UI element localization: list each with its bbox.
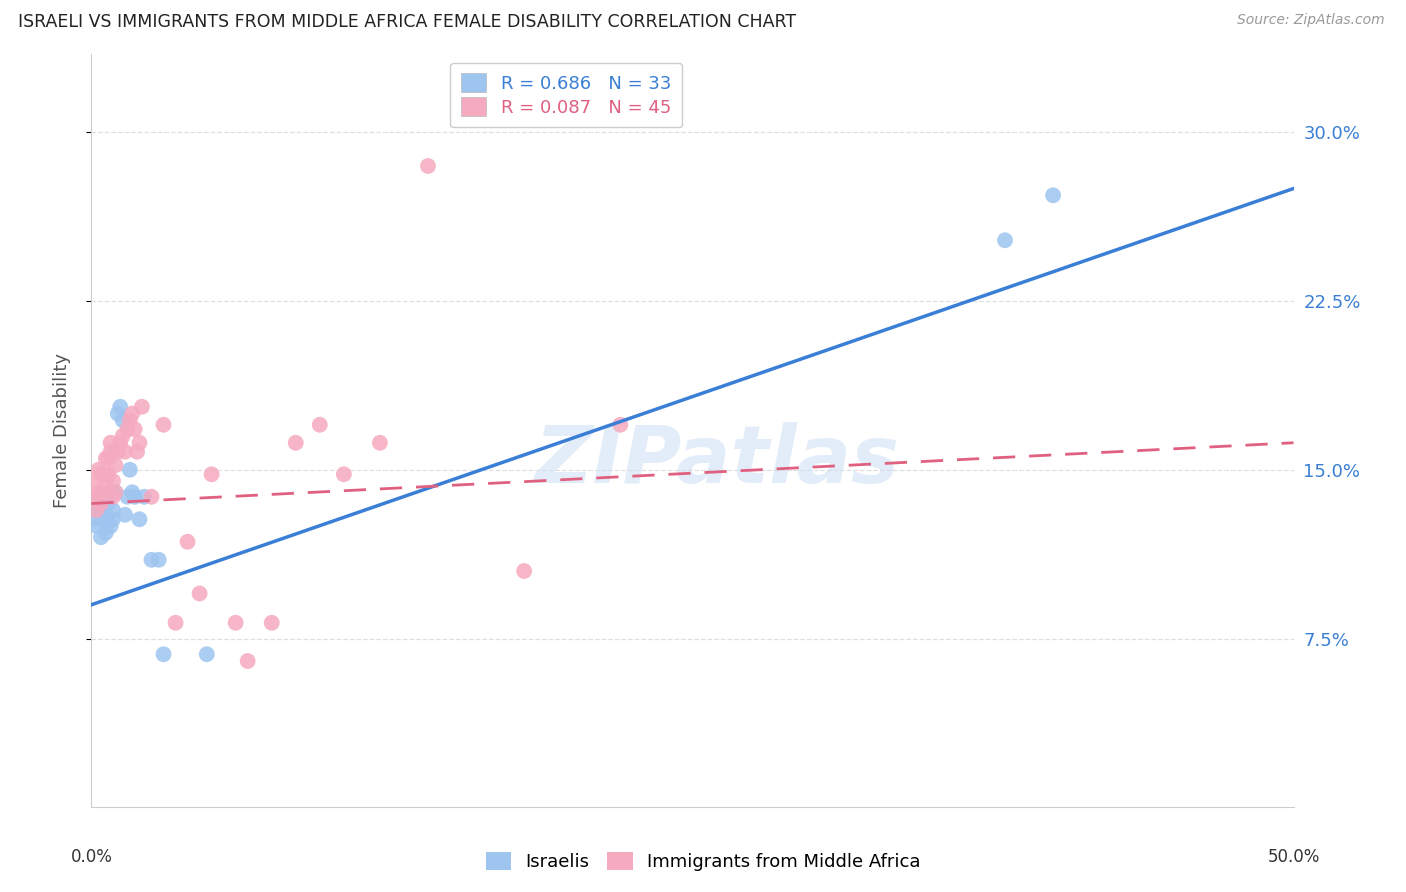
Text: Source: ZipAtlas.com: Source: ZipAtlas.com (1237, 13, 1385, 28)
Point (87, 463, 110, 477)
Point (101, 474, 124, 488)
Point (128, 435, 150, 450)
Point (513, 564, 536, 578)
Point (87, 490, 110, 504)
Point (94, 525, 117, 540)
Point (104, 485, 127, 500)
Point (176, 534, 198, 549)
Point (114, 444, 136, 458)
Point (93, 512, 115, 526)
Point (104, 485, 127, 500)
Point (121, 485, 143, 500)
Point (118, 463, 141, 477)
Point (141, 553, 163, 567)
Point (333, 467, 356, 482)
Text: ZIPatlas: ZIPatlas (534, 422, 898, 500)
Point (94, 508, 117, 522)
Point (87, 503, 110, 517)
Point (100, 519, 122, 533)
Point (117, 422, 139, 436)
Point (83, 512, 105, 526)
Point (104, 458, 127, 473)
Point (90, 467, 112, 482)
Point (87, 485, 110, 500)
Point (124, 422, 146, 436)
Text: ISRAELI VS IMMIGRANTS FROM MIDDLE AFRICA FEMALE DISABILITY CORRELATION CHART: ISRAELI VS IMMIGRANTS FROM MIDDLE AFRICA… (18, 13, 796, 31)
Point (90, 496, 112, 510)
Point (94, 451, 117, 466)
Point (368, 435, 391, 450)
Point (994, 233, 1017, 247)
Point (97, 515, 120, 529)
Point (101, 490, 124, 504)
Point (93, 467, 115, 482)
Point (117, 490, 139, 504)
Point (121, 407, 143, 421)
Point (188, 586, 211, 600)
Point (284, 435, 307, 450)
Point (84, 503, 107, 517)
Point (225, 615, 247, 630)
Point (1042, 188, 1064, 202)
Point (141, 490, 163, 504)
Point (93, 496, 115, 510)
Point (148, 553, 170, 567)
Point (165, 615, 187, 630)
Point (152, 647, 174, 661)
Point (100, 435, 122, 450)
Point (107, 407, 129, 421)
Point (260, 615, 283, 630)
Y-axis label: Female Disability: Female Disability (52, 353, 70, 508)
Point (195, 647, 218, 661)
Point (201, 467, 224, 482)
Point (110, 400, 132, 414)
Point (90, 508, 112, 522)
Text: 50.0%: 50.0% (1267, 847, 1320, 866)
Point (134, 490, 156, 504)
Point (124, 490, 146, 504)
Point (416, 159, 439, 173)
Legend: Israelis, Immigrants from Middle Africa: Israelis, Immigrants from Middle Africa (478, 845, 928, 879)
Point (84, 519, 107, 533)
Point (101, 512, 124, 526)
Point (125, 444, 148, 458)
Point (90, 530, 112, 544)
Text: 0.0%: 0.0% (70, 847, 112, 866)
Point (236, 654, 259, 668)
Point (97, 451, 120, 466)
Point (100, 485, 122, 500)
Point (110, 435, 132, 450)
Point (107, 444, 129, 458)
Point (83, 490, 105, 504)
Point (101, 503, 124, 517)
Legend: R = 0.686   N = 33, R = 0.087   N = 45: R = 0.686 N = 33, R = 0.087 N = 45 (450, 62, 682, 128)
Point (609, 417, 631, 432)
Point (114, 508, 136, 522)
Point (84, 474, 107, 488)
Point (118, 413, 141, 427)
Point (111, 413, 134, 427)
Point (131, 400, 153, 414)
Point (100, 444, 122, 458)
Point (152, 417, 174, 432)
Point (94, 474, 117, 488)
Point (93, 485, 115, 500)
Point (111, 429, 134, 443)
Point (97, 467, 120, 482)
Point (128, 512, 150, 526)
Point (97, 496, 120, 510)
Point (308, 417, 330, 432)
